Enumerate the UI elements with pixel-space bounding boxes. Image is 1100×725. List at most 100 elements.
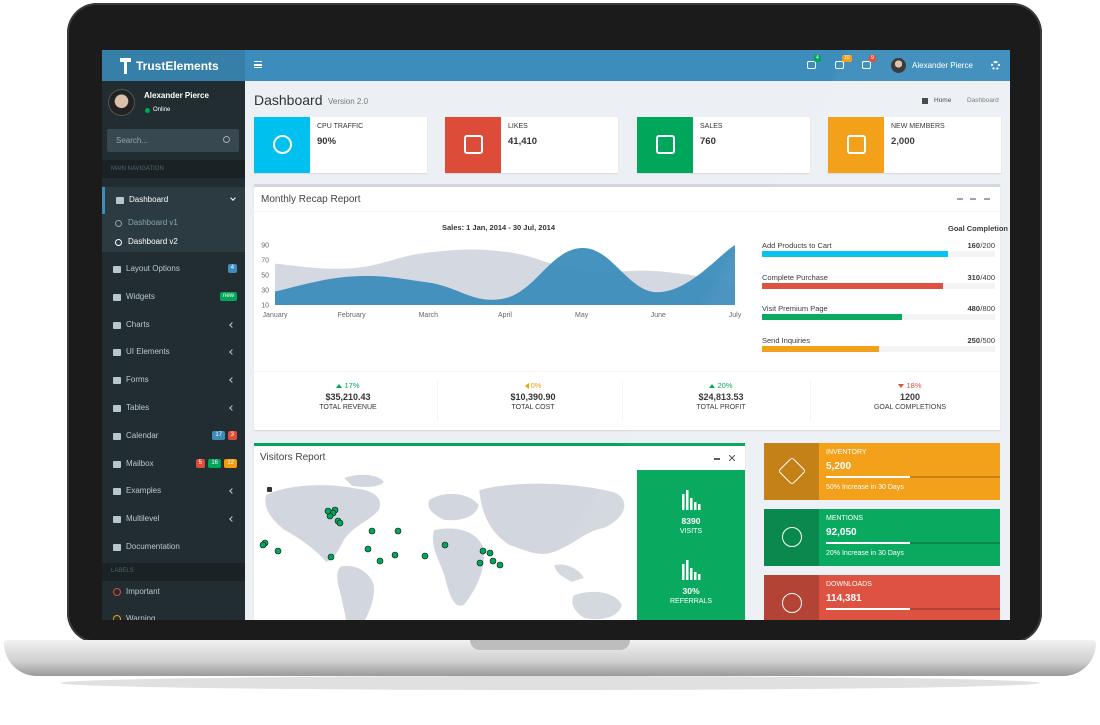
header-user[interactable]: Alexander Pierce — [912, 61, 973, 70]
close-btn[interactable] — [729, 455, 735, 461]
goal-total: /400 — [980, 272, 995, 282]
nav-item[interactable]: Calendar 3 17 — [102, 423, 245, 450]
map-marker — [259, 541, 267, 549]
status-dot — [145, 108, 150, 113]
stat-block: 0% $10,390.90 TOTAL COST — [443, 381, 623, 421]
recap-title: Monthly Recap Report — [261, 194, 361, 205]
search-box[interactable]: Search... — [107, 129, 239, 152]
sub-bullet — [115, 220, 122, 227]
goal-track — [762, 251, 995, 257]
stat-change: 20% — [631, 381, 811, 390]
area — [275, 245, 735, 305]
map-marker — [486, 549, 494, 557]
info-box-icon — [254, 117, 310, 173]
stat-change-text: 0% — [530, 381, 542, 390]
brand[interactable]: TrustElements — [136, 59, 219, 73]
spark-bar — [682, 494, 685, 510]
header-avatar — [891, 58, 906, 73]
nav-label: Charts — [126, 319, 150, 329]
map-marker — [421, 552, 429, 560]
nav-item[interactable]: Dashboard Dashboard v1 Dashboard v2 — [102, 187, 245, 252]
label-name[interactable]: Important — [126, 586, 160, 596]
nav-item[interactable]: Documentation — [102, 534, 245, 561]
zoom-in[interactable] — [267, 487, 272, 492]
stat-caret — [709, 384, 716, 389]
stat-change-text: 18% — [906, 381, 922, 390]
nav-badge: 17 — [212, 430, 225, 440]
sidebar-avatar — [108, 89, 135, 116]
nav-label: Forms — [126, 375, 149, 385]
nav-icon — [113, 405, 121, 412]
nav-item[interactable]: Layout Options 4 — [102, 256, 245, 283]
sidebar-status: Online — [153, 107, 171, 113]
icon-glyph — [273, 135, 292, 154]
nav-label: UI Elements — [126, 347, 170, 357]
menu-toggle-mid — [254, 64, 262, 66]
nav-item[interactable]: Mailbox 12 16 5 — [102, 451, 245, 478]
nav-chevron — [230, 195, 236, 201]
area-chart: 10 30 50 70 90 January February March April May Ju… — [261, 243, 742, 320]
nav-item[interactable]: Multilevel — [102, 506, 245, 533]
nav-item[interactable]: Widgets new — [102, 284, 245, 311]
stat-box-progress — [826, 608, 910, 610]
goal-total: /200 — [980, 241, 995, 250]
search-placeholder: Search... — [116, 136, 149, 145]
collapse-btn[interactable] — [957, 198, 963, 200]
stat-value: $10,390.90 — [510, 392, 556, 402]
nav-label: Examples — [126, 486, 162, 496]
info-label: LIKES — [508, 123, 528, 130]
wrench-btn[interactable] — [970, 198, 976, 200]
nav-icon — [113, 266, 121, 273]
goal-total: /800 — [980, 304, 995, 314]
stat-block: 20% $24,813.53 TOTAL PROFIT — [631, 381, 811, 421]
collapse-btn[interactable] — [714, 458, 720, 460]
nav-icon — [113, 544, 121, 551]
header-icon[interactable] — [807, 61, 816, 69]
logo-icon — [120, 58, 131, 74]
icon-glyph — [464, 135, 483, 154]
x-tick-label: March — [419, 312, 439, 319]
map-marker — [364, 545, 372, 553]
nav-item[interactable]: Examples — [102, 478, 245, 505]
menu-toggle[interactable] — [254, 61, 262, 68]
goal-bar — [762, 314, 902, 321]
stat-change: 17% — [258, 381, 438, 390]
recap-header-line — [254, 211, 1000, 212]
visitors-stat-value: 8390 — [681, 516, 701, 526]
map-region — [432, 527, 485, 607]
y-tick-label: 30 — [261, 288, 269, 295]
nav-item[interactable]: Tables — [102, 395, 245, 422]
goal-value: 250 — [967, 336, 980, 346]
header-icon[interactable] — [862, 61, 871, 69]
spark-bar — [694, 502, 697, 510]
visitors-panel: 8390 VISITS 30% REFERRALS — [637, 470, 745, 620]
label-name[interactable]: Warning — [126, 614, 156, 620]
map-marker — [476, 559, 484, 567]
nav-item[interactable]: Charts — [102, 312, 245, 339]
breadcrumb-home[interactable]: Home — [934, 97, 952, 104]
nav-item[interactable]: UI Elements — [102, 339, 245, 366]
spark-bar — [686, 490, 689, 510]
spark-bar — [686, 560, 689, 580]
sub-label[interactable]: Dashboard v2 — [128, 237, 178, 246]
y-tick-label: 50 — [261, 273, 269, 280]
sidebar-section: MAIN NAVIGATION — [111, 166, 164, 172]
map-marker — [336, 519, 344, 527]
stat-value: 1200 — [899, 392, 921, 402]
icon-glyph — [777, 456, 807, 486]
nav-item[interactable]: Forms — [102, 367, 245, 394]
info-value: 2,000 — [891, 136, 915, 147]
sub-label[interactable]: Dashboard v1 — [128, 218, 178, 227]
header-icon[interactable] — [835, 61, 844, 69]
settings-icon[interactable] — [991, 61, 1000, 70]
screen: TrustElements 4 10 9 Alexander Pierce Alexand… — [102, 50, 1010, 620]
close-btn[interactable] — [984, 198, 990, 200]
stat-label: GOAL COMPLETIONS — [873, 404, 947, 411]
map-marker — [479, 547, 487, 555]
goal-value: 480 — [967, 304, 980, 314]
nav-chevron — [229, 377, 235, 384]
x-tick-label: May — [575, 312, 589, 319]
goal-bar — [762, 346, 879, 353]
stat-box-progress — [826, 542, 910, 544]
x-tick-label: February — [338, 312, 367, 319]
